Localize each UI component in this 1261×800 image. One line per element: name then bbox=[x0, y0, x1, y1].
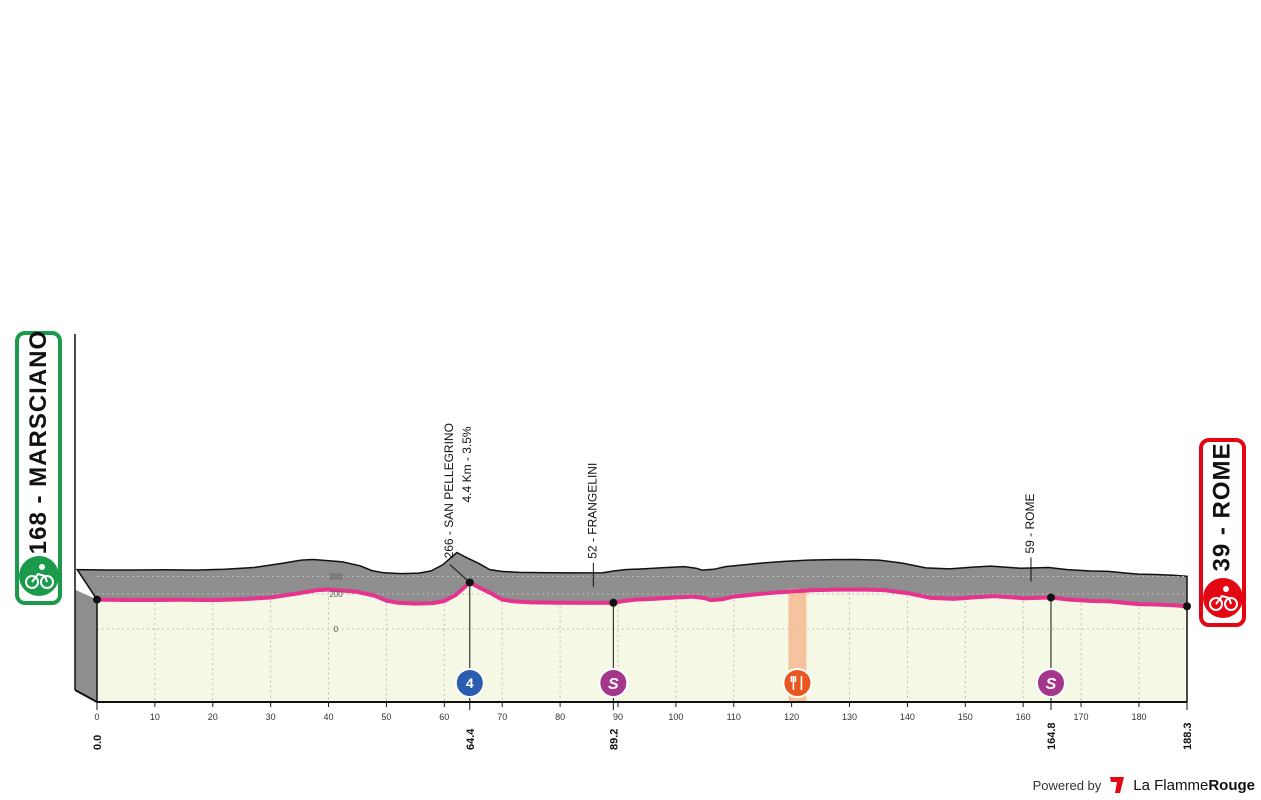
marker-km-label: 64.4 bbox=[465, 728, 477, 750]
x-tick-label: 110 bbox=[727, 712, 741, 722]
x-tick-label: 10 bbox=[150, 712, 160, 722]
climb-leader bbox=[449, 564, 471, 583]
x-tick-label: 0 bbox=[94, 712, 99, 722]
brand-plain: La Flamme bbox=[1133, 776, 1209, 794]
profile-shadow-side bbox=[75, 589, 97, 702]
climb-name-label: 266 - SAN PELLEGRINO bbox=[442, 423, 456, 558]
powered-by-text: Powered by bbox=[1032, 777, 1102, 793]
start-badge: 168 - MARSCIANO bbox=[15, 329, 62, 605]
sprint-icon-letter: S bbox=[1046, 676, 1057, 693]
finish-cyclist-icon bbox=[1202, 578, 1243, 618]
marker-km-label: 164.8 bbox=[1046, 722, 1058, 750]
x-tick-label: 90 bbox=[613, 712, 623, 722]
x-tick-label: 130 bbox=[842, 712, 857, 722]
x-tick-label: 120 bbox=[784, 712, 799, 722]
profile-fill bbox=[97, 582, 1187, 702]
x-tick-label: 40 bbox=[324, 712, 334, 722]
x-tick-label: 50 bbox=[381, 712, 391, 722]
x-tick-label: 170 bbox=[1074, 712, 1089, 722]
flamme-rouge-logo-icon bbox=[1110, 777, 1125, 793]
cyclist-glyph bbox=[24, 564, 54, 589]
marker-km-label: 0.0 bbox=[92, 735, 104, 750]
x-tick-label: 160 bbox=[1016, 712, 1031, 722]
marker-dot bbox=[1183, 602, 1191, 611]
elevation-line bbox=[96, 580, 1188, 609]
climb-category-icon bbox=[454, 668, 485, 698]
marker-dot bbox=[1046, 593, 1055, 602]
feed-cutlery-icon bbox=[790, 676, 803, 690]
sprint-name-label: 59 - ROME bbox=[1023, 493, 1037, 553]
start-label: 168 - MARSCIANO bbox=[24, 329, 52, 555]
x-tick-label: 70 bbox=[497, 712, 507, 722]
climb-info-label: 4.4 Km - 3.5% bbox=[460, 426, 474, 502]
sprint-icon bbox=[598, 668, 629, 698]
sprint-icon-letter: S bbox=[608, 676, 619, 693]
powered-by: Powered by La FlammeRouge bbox=[1033, 774, 1255, 796]
y-tick-label: 200 bbox=[329, 590, 343, 599]
start-cyclist-icon bbox=[18, 556, 59, 596]
sprint-icon bbox=[1035, 668, 1066, 698]
marker-km-label: 188.3 bbox=[1182, 722, 1194, 750]
cyclist-glyph bbox=[1208, 586, 1238, 611]
y-axis-ticks: 0 200 300 bbox=[329, 573, 343, 635]
finish-badge: 39 - ROME bbox=[1199, 438, 1246, 627]
axis-bevel bbox=[74, 689, 98, 703]
grid-lines bbox=[96, 576, 1187, 702]
brand-name: La FlammeRouge bbox=[1133, 777, 1255, 794]
x-axis: 0 10 20 30 40 50 60 70 80 90 100 110 120 130 140 150 160… bbox=[74, 689, 1187, 722]
x-tick-label: 140 bbox=[900, 712, 915, 722]
marker-km-label: 89.2 bbox=[608, 729, 620, 750]
climb-category-number: 4 bbox=[466, 675, 474, 691]
sprint-name-label: 52 - FRANGELINI bbox=[585, 463, 599, 559]
x-tick-label: 180 bbox=[1131, 712, 1146, 722]
brand-bold: Rouge bbox=[1208, 776, 1255, 794]
profile-fill-area bbox=[97, 582, 1187, 702]
y-tick-label: 0 bbox=[334, 625, 339, 634]
y-tick-label: 300 bbox=[329, 573, 343, 582]
marker-dot bbox=[93, 595, 101, 604]
x-tick-label: 100 bbox=[668, 712, 683, 722]
x-tick-label: 60 bbox=[439, 712, 449, 722]
feed-icon bbox=[782, 668, 813, 698]
x-tick-label: 80 bbox=[555, 712, 565, 722]
finish-label: 39 - ROME bbox=[1208, 441, 1236, 572]
x-tick-label: 150 bbox=[958, 712, 973, 722]
marker-dot bbox=[609, 598, 618, 607]
x-tick-label: 20 bbox=[208, 712, 218, 722]
route-markers: 0.0 64.4 266 - SAN PELLEGRINO 4.4 Km - 3.5%… bbox=[92, 423, 1194, 750]
x-tick-label: 30 bbox=[266, 712, 276, 722]
